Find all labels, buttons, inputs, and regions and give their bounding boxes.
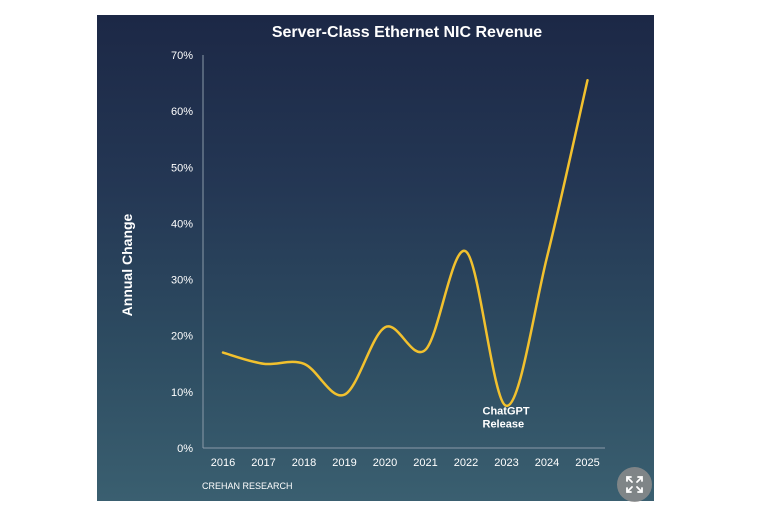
y-tick-labels: 0% 10% 20% 30% 40% 50% 60% 70% bbox=[171, 50, 193, 455]
x-tick-label: 2019 bbox=[332, 457, 356, 469]
y-tick-label: 0% bbox=[177, 443, 193, 455]
y-tick-label: 40% bbox=[171, 218, 193, 230]
x-tick-label: 2025 bbox=[575, 457, 599, 469]
x-tick-label: 2021 bbox=[413, 457, 437, 469]
data-point bbox=[424, 348, 428, 352]
chart-annotations: ChatGPT Release bbox=[483, 405, 530, 430]
y-tick-label: 10% bbox=[171, 387, 193, 399]
data-point bbox=[343, 393, 347, 397]
x-tick-label: 2022 bbox=[454, 457, 478, 469]
data-point bbox=[221, 351, 225, 355]
data-point bbox=[383, 325, 387, 329]
x-tick-label: 2023 bbox=[494, 457, 518, 469]
y-axis-label: Annual Change bbox=[119, 213, 135, 316]
y-tick-label: 70% bbox=[171, 50, 193, 62]
y-tick-label: 30% bbox=[171, 275, 193, 287]
y-tick-label: 20% bbox=[171, 331, 193, 343]
x-tick-label: 2018 bbox=[292, 457, 316, 469]
data-point bbox=[464, 250, 468, 254]
chart-title: Server-Class Ethernet NIC Revenue bbox=[272, 24, 542, 41]
source-label: CREHAN RESEARCH bbox=[202, 481, 293, 491]
x-tick-labels: 2016 2017 2018 2019 2020 2021 2022 2023 2024 2025 bbox=[211, 457, 600, 469]
chart-panel: Server-Class Ethernet NIC Revenue Annual… bbox=[97, 15, 654, 501]
data-point bbox=[302, 362, 306, 366]
series-line bbox=[221, 79, 589, 408]
annotation-chatgpt-release: ChatGPT Release bbox=[483, 405, 530, 430]
x-tick-label: 2024 bbox=[535, 457, 559, 469]
x-tick-label: 2020 bbox=[373, 457, 397, 469]
x-tick-label: 2017 bbox=[251, 457, 275, 469]
y-tick-label: 60% bbox=[171, 106, 193, 118]
x-tick-label: 2016 bbox=[211, 457, 235, 469]
line-chart: Server-Class Ethernet NIC Revenue Annual… bbox=[119, 24, 605, 491]
expand-arrows-icon bbox=[626, 476, 643, 493]
data-point bbox=[545, 255, 549, 259]
expand-button[interactable] bbox=[617, 467, 652, 502]
y-tick-label: 50% bbox=[171, 162, 193, 174]
data-point bbox=[262, 362, 266, 366]
data-point bbox=[505, 404, 509, 408]
data-point bbox=[586, 78, 590, 82]
